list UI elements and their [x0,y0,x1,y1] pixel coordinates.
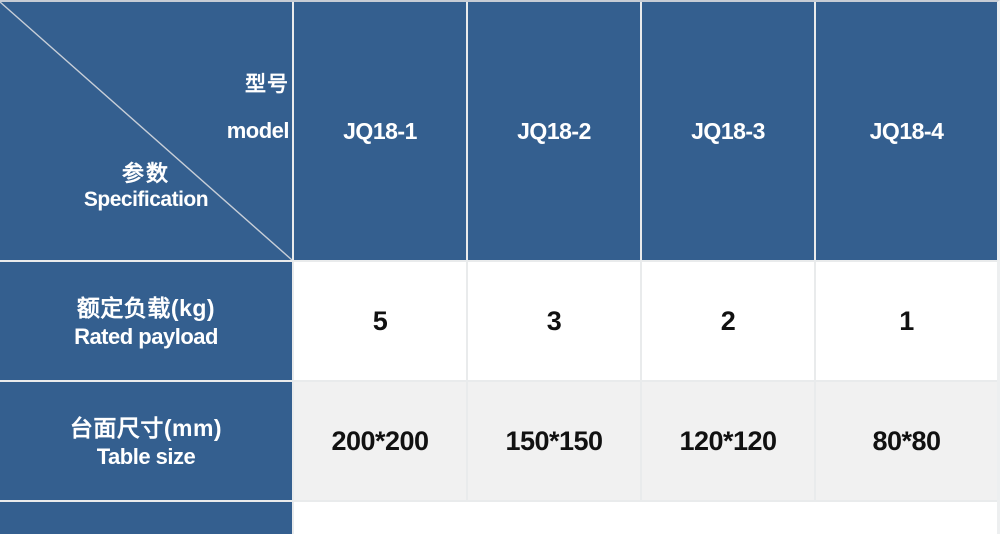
corner-model-label-zh: 型号 [245,73,289,96]
row-label-table-size-en: Table size [96,443,196,469]
corner-model-label-en: model [226,118,290,143]
value-table-size-jq18-3: 120*120 [642,382,814,500]
row-label-rated-payload: 额定负载(kg) Rated payload [0,262,292,380]
row-label-table-size-zh: 台面尺寸(mm) [69,414,223,441]
column-header-jq18-3: JQ18-3 [642,2,814,260]
row-label-rated-payload-en: Rated payload [74,323,218,349]
row-label-partial [0,502,292,534]
corner-spec-label: 参数 Specification [0,160,292,212]
corner-model-label: 型号 model [226,72,290,144]
value-rated-payload-jq18-1: 5 [294,262,466,380]
column-header-jq18-4: JQ18-4 [816,2,997,260]
value-table-size-jq18-1: 200*200 [294,382,466,500]
column-header-jq18-2: JQ18-2 [468,2,640,260]
value-table-size-jq18-2: 150*150 [468,382,640,500]
value-table-size-jq18-4: 80*80 [816,382,997,500]
value-rated-payload-jq18-2: 3 [468,262,640,380]
corner-spec-label-zh: 参数 [121,161,170,186]
corner-spec-label-en: Specification [83,188,209,211]
value-rated-payload-jq18-3: 2 [642,262,814,380]
row-label-rated-payload-zh: 额定负载(kg) [76,294,216,321]
value-rated-payload-jq18-4: 1 [816,262,997,380]
column-header-jq18-1: JQ18-1 [294,2,466,260]
row-partial-values [294,502,997,534]
row-label-table-size: 台面尺寸(mm) Table size [0,382,292,500]
diagonal-divider [0,2,292,260]
corner-header-cell: 型号 model 参数 Specification [0,2,292,260]
